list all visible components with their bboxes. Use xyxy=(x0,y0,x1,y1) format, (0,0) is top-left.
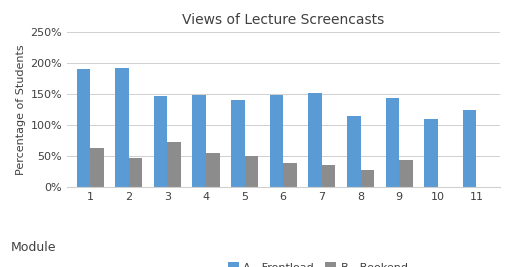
Bar xyxy=(424,119,438,187)
Y-axis label: Percentage of Students: Percentage of Students xyxy=(16,44,26,175)
Bar xyxy=(115,68,129,187)
Bar xyxy=(399,160,413,187)
Text: Module: Module xyxy=(10,241,56,254)
Bar xyxy=(77,69,90,187)
Bar xyxy=(308,93,322,187)
Bar xyxy=(347,116,360,187)
Bar xyxy=(270,95,283,187)
Bar xyxy=(167,142,181,187)
Bar xyxy=(154,96,167,187)
Bar xyxy=(90,148,104,187)
Bar xyxy=(360,170,374,187)
Legend: A - Frontload, B - Bookend: A - Frontload, B - Bookend xyxy=(224,258,413,267)
Bar xyxy=(322,165,335,187)
Title: Views of Lecture Screencasts: Views of Lecture Screencasts xyxy=(182,13,384,27)
Bar xyxy=(206,153,219,187)
Bar xyxy=(231,100,245,187)
Bar xyxy=(245,156,258,187)
Bar xyxy=(193,95,206,187)
Bar xyxy=(386,98,399,187)
Bar xyxy=(283,163,297,187)
Bar xyxy=(129,158,142,187)
Bar xyxy=(463,110,476,187)
